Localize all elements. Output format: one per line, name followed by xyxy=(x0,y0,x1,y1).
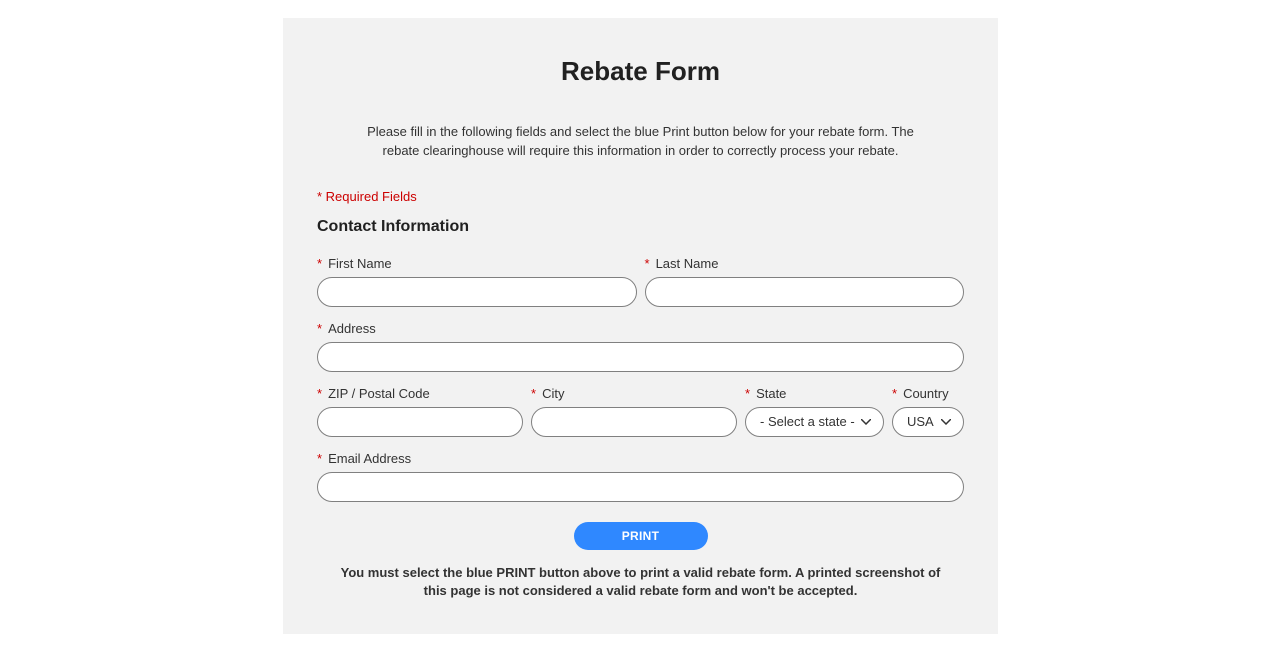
section-heading-contact: Contact Information xyxy=(317,218,964,236)
zip-label: ZIP / Postal Code xyxy=(328,386,430,401)
required-asterisk: * xyxy=(531,386,536,401)
first-name-input[interactable] xyxy=(317,277,637,307)
required-asterisk: * xyxy=(317,451,322,466)
print-button[interactable]: PRINT xyxy=(574,522,708,550)
row-name: * First Name * Last Name xyxy=(317,256,964,307)
field-state: * State - Select a state - xyxy=(745,386,884,437)
required-asterisk: * xyxy=(317,256,322,271)
email-label: Email Address xyxy=(328,451,411,466)
required-asterisk: * xyxy=(317,321,322,336)
zip-input[interactable] xyxy=(317,407,523,437)
field-city: * City xyxy=(531,386,737,437)
city-label: City xyxy=(542,386,564,401)
required-asterisk: * xyxy=(317,386,322,401)
row-email: * Email Address xyxy=(317,451,964,502)
row-address: * Address xyxy=(317,321,964,372)
rebate-form-panel: Rebate Form Please fill in the following… xyxy=(283,18,998,634)
field-last-name: * Last Name xyxy=(645,256,965,307)
state-select[interactable]: - Select a state - xyxy=(745,407,884,437)
email-input[interactable] xyxy=(317,472,964,502)
last-name-input[interactable] xyxy=(645,277,965,307)
print-button-wrapper: PRINT xyxy=(317,522,964,550)
address-label: Address xyxy=(328,321,376,336)
required-asterisk: * xyxy=(645,256,650,271)
footer-note: You must select the blue PRINT button ab… xyxy=(329,564,952,600)
country-select[interactable]: USA xyxy=(892,407,964,437)
country-label: Country xyxy=(903,386,949,401)
row-location: * ZIP / Postal Code * City * State - Sel… xyxy=(317,386,964,437)
city-input[interactable] xyxy=(531,407,737,437)
field-email: * Email Address xyxy=(317,451,964,502)
form-instructions: Please fill in the following fields and … xyxy=(357,123,924,161)
address-input[interactable] xyxy=(317,342,964,372)
field-address: * Address xyxy=(317,321,964,372)
last-name-label: Last Name xyxy=(656,256,719,271)
required-asterisk: * xyxy=(745,386,750,401)
required-fields-note: * Required Fields xyxy=(317,189,964,204)
field-country: * Country USA xyxy=(892,386,964,437)
first-name-label: First Name xyxy=(328,256,392,271)
required-asterisk: * xyxy=(892,386,897,401)
field-zip: * ZIP / Postal Code xyxy=(317,386,523,437)
form-title: Rebate Form xyxy=(317,56,964,87)
field-first-name: * First Name xyxy=(317,256,637,307)
state-label: State xyxy=(756,386,786,401)
